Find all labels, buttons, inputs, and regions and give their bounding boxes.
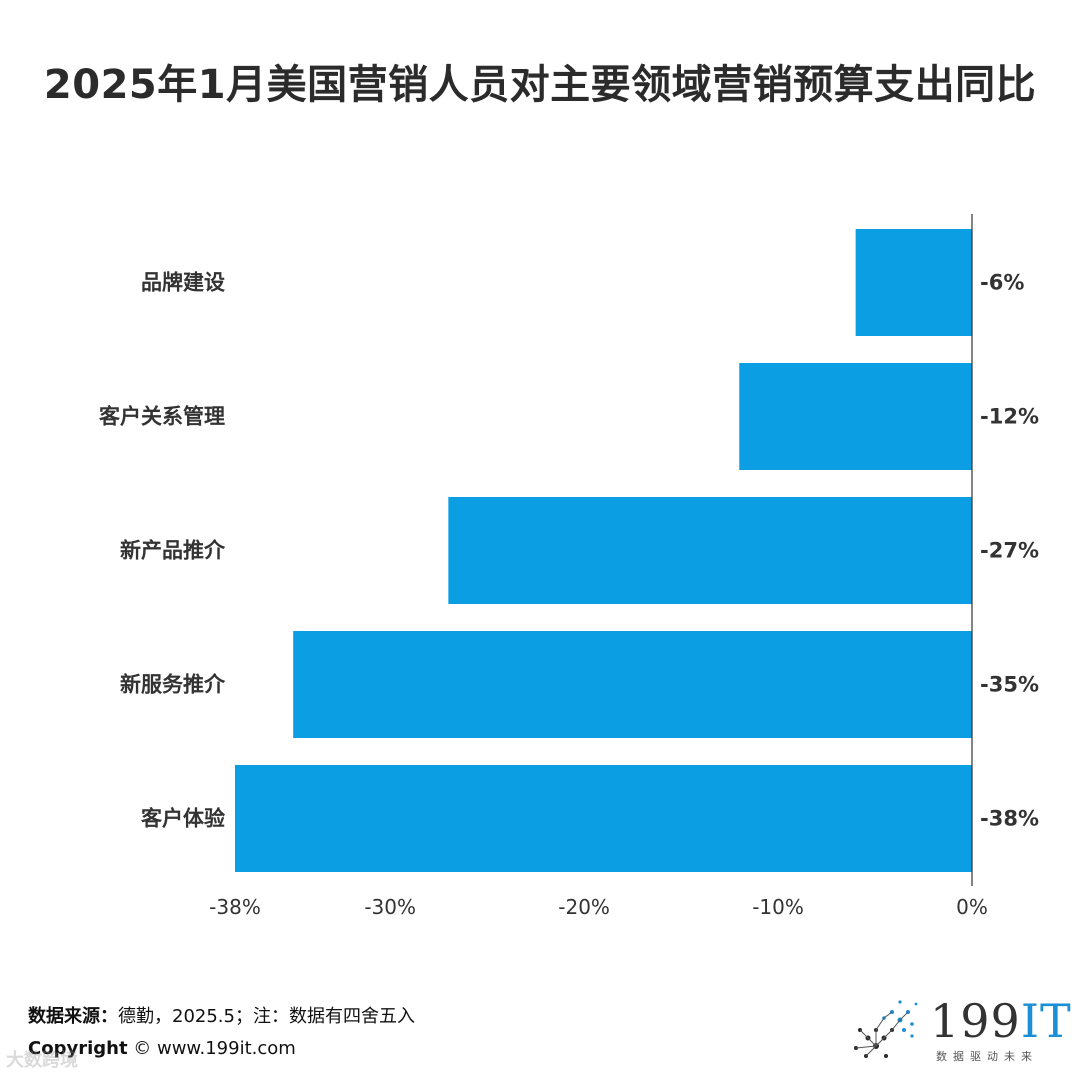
data-label: -27% xyxy=(980,539,1039,563)
logo-name-number: 199 xyxy=(930,994,1021,1048)
x-tick-label: 0% xyxy=(956,895,988,919)
x-tick-label: -10% xyxy=(752,895,804,919)
source-label: 数据来源： xyxy=(28,1006,118,1027)
data-source: 数据来源：德勤，2025.5；注：数据有四舍五入 xyxy=(28,1002,415,1028)
data-label: -35% xyxy=(980,673,1039,697)
logo-name: 199IT xyxy=(930,994,1072,1048)
data-label: -38% xyxy=(980,807,1039,831)
x-tick-label: -20% xyxy=(558,895,610,919)
logo-dots-icon xyxy=(854,1000,918,1058)
copyright-label: Copyright xyxy=(28,1038,128,1059)
bar xyxy=(739,363,972,470)
copyright: Copyright © www.199it.com xyxy=(28,1038,296,1059)
data-label: -12% xyxy=(980,405,1039,429)
copyright-text: © www.199it.com xyxy=(127,1038,296,1059)
category-label: 品牌建设 xyxy=(141,271,225,295)
bar xyxy=(235,765,972,872)
category-label: 客户体验 xyxy=(141,807,225,831)
watermark-text: 大数跨境 xyxy=(6,1050,78,1071)
bar xyxy=(448,497,972,604)
bar xyxy=(855,229,972,336)
bar xyxy=(293,631,972,738)
data-label: -6% xyxy=(980,271,1024,295)
logo-slogan: 数据驱动未来 xyxy=(936,1050,1038,1063)
category-label: 新产品推介 xyxy=(120,539,226,563)
x-tick-label: -30% xyxy=(364,895,416,919)
brand-logo: 199IT 数据驱动未来 xyxy=(846,990,1071,1070)
logo-name-it: IT xyxy=(1020,994,1072,1048)
x-tick-label: -38% xyxy=(209,895,261,919)
chart-title: 2025年1月美国营销人员对主要领域营销预算支出同比 xyxy=(43,62,1037,108)
category-label: 新服务推介 xyxy=(120,673,226,697)
source-text: 德勤，2025.5；注：数据有四舍五入 xyxy=(118,1006,415,1027)
category-label: 客户关系管理 xyxy=(99,405,225,429)
